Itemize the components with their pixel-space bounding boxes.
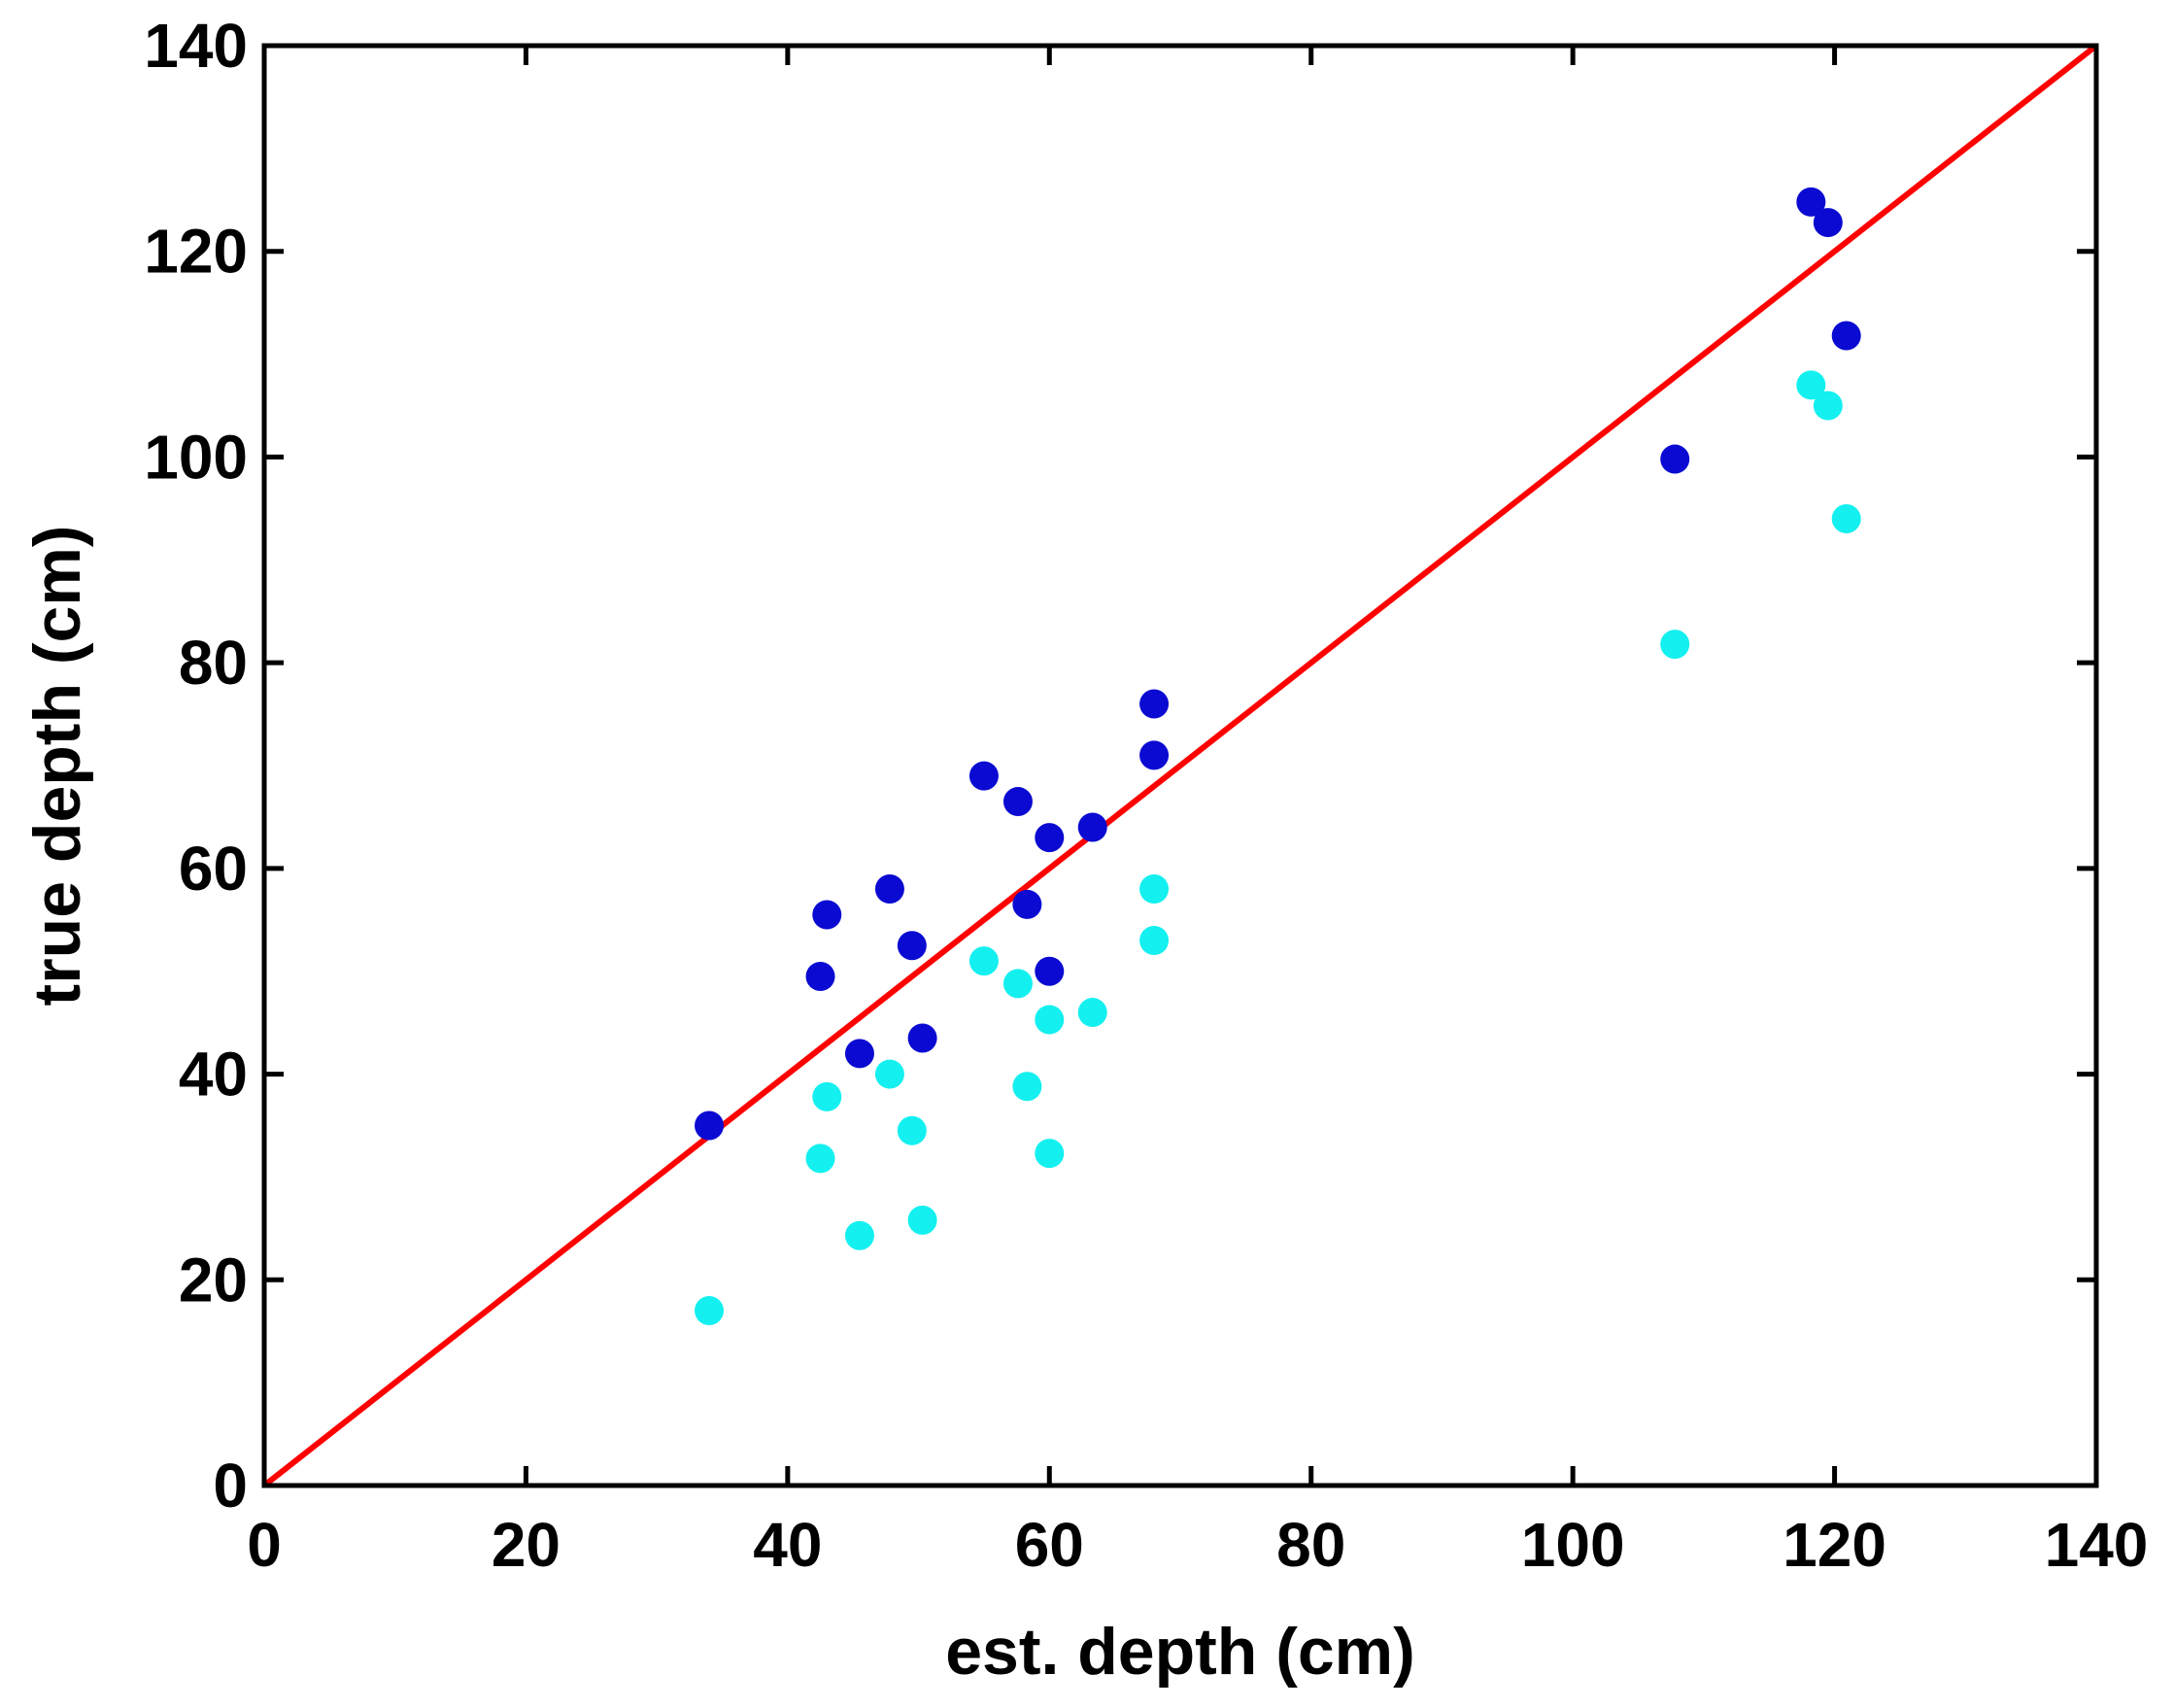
x-tick-label: 80 [1276, 1510, 1345, 1580]
x-tick-label: 140 [2045, 1510, 2149, 1580]
series-dark-blue [695, 187, 1861, 1141]
data-point [1813, 208, 1843, 238]
data-point [907, 1205, 937, 1235]
reference-line-layer [262, 43, 2098, 1488]
data-point [1002, 787, 1033, 817]
y-tick-label: 80 [179, 628, 248, 698]
x-tick-label: 100 [1521, 1510, 1625, 1580]
data-point [1035, 1005, 1065, 1035]
data-point [805, 1144, 835, 1174]
x-tick-label: 120 [1783, 1510, 1886, 1580]
data-point [874, 874, 904, 905]
data-point [695, 1110, 725, 1141]
x-tick-label: 0 [247, 1510, 282, 1580]
data-point [844, 1220, 874, 1250]
y-tick-label: 40 [179, 1040, 248, 1110]
identity-reference-line [262, 43, 2098, 1488]
data-point [1077, 812, 1107, 842]
data-point [844, 1039, 874, 1069]
series-cyan [695, 370, 1861, 1326]
data-point [1012, 889, 1042, 919]
data-point [1660, 630, 1690, 660]
data-point [1831, 321, 1861, 351]
data-points-layer [695, 187, 1861, 1326]
y-tick-label: 0 [213, 1451, 248, 1520]
data-point [812, 900, 842, 930]
data-point [1139, 740, 1170, 770]
data-point [968, 761, 999, 791]
y-tick-label: 60 [179, 834, 248, 904]
data-point [1796, 370, 1826, 400]
x-tick-label: 40 [753, 1510, 822, 1580]
x-tick-label: 20 [492, 1510, 560, 1580]
data-point [1077, 998, 1107, 1028]
y-tick-label: 100 [144, 422, 248, 492]
y-tick-label: 120 [144, 217, 248, 287]
data-point [874, 1059, 904, 1089]
y-axis-title: true depth (cm) [20, 526, 94, 1007]
x-axis-title: est. depth (cm) [945, 1615, 1415, 1689]
y-tick-label: 20 [179, 1245, 248, 1315]
data-point [907, 1023, 937, 1053]
x-tick-label: 60 [1015, 1510, 1084, 1580]
data-point [1831, 503, 1861, 533]
data-point [1813, 391, 1843, 421]
y-tick-label: 140 [144, 11, 248, 81]
data-point [1035, 1139, 1065, 1169]
data-point [695, 1296, 725, 1326]
data-point [1035, 956, 1065, 986]
data-point [1660, 444, 1690, 474]
data-point [1012, 1072, 1042, 1102]
data-point [897, 1115, 927, 1145]
data-point [897, 931, 927, 961]
data-point [1139, 874, 1170, 905]
data-point [805, 962, 835, 992]
data-point [1796, 187, 1826, 217]
data-point [968, 946, 999, 976]
axis-ticks-layer: 0 20 40 60 80 100 120 140 0 20 40 60 80 100 120 140 [144, 11, 2148, 1580]
data-point [812, 1081, 842, 1111]
data-point [1035, 823, 1065, 853]
data-point [1139, 689, 1170, 719]
plot-frame [261, 43, 2099, 1488]
data-point [1002, 969, 1033, 999]
data-point [1139, 925, 1170, 955]
